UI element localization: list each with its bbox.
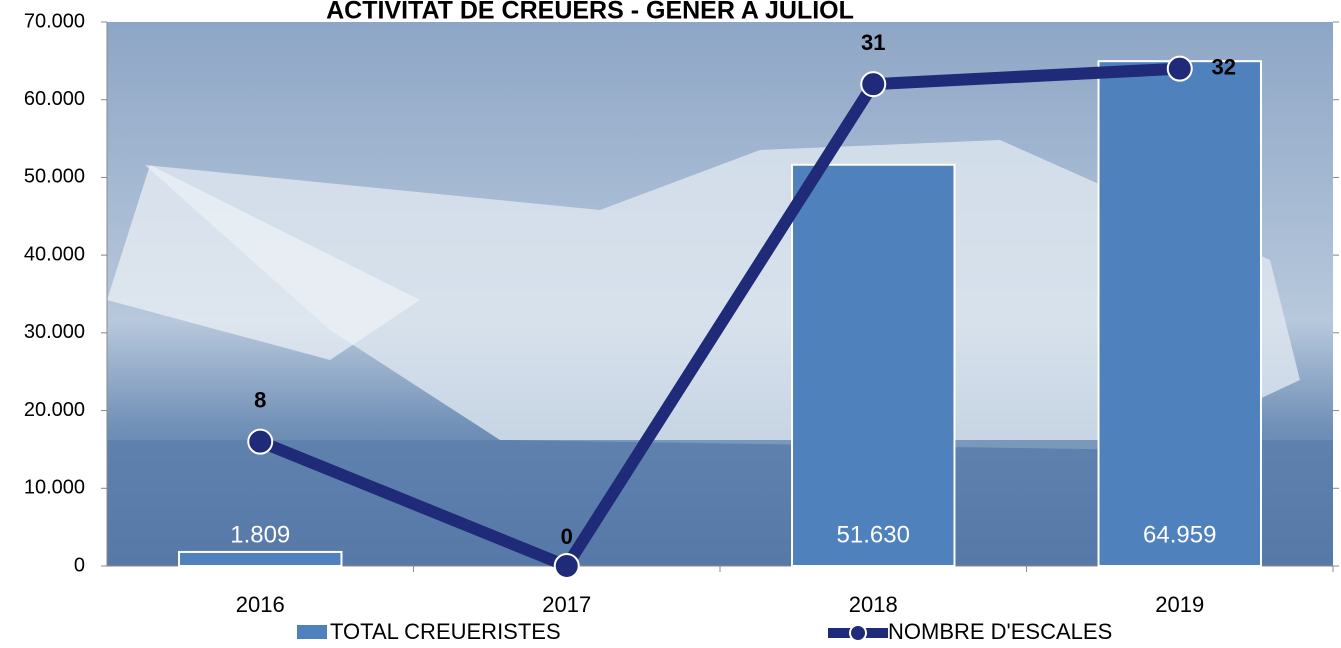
y-tick-label: 20.000 — [24, 399, 85, 421]
chart: ACTIVITAT DE CREUERS - GENER A JULIOL TO… — [0, 0, 1341, 648]
legend-marker — [850, 625, 866, 641]
y-tick-label: 40.000 — [24, 243, 85, 265]
legend-label: TOTAL CREUERISTES — [330, 619, 561, 644]
bar-value-label: 51.630 — [837, 521, 910, 548]
y-tick-label: 50.000 — [24, 166, 85, 188]
bar — [179, 552, 341, 566]
x-tick-label: 2019 — [1155, 592, 1204, 617]
line-marker — [861, 72, 885, 96]
line-marker — [1168, 57, 1192, 81]
bar — [792, 165, 954, 566]
line-marker — [248, 430, 272, 454]
legend: TOTAL CREUERISTES NOMBRE D'ESCALES — [297, 619, 1112, 644]
line-marker — [555, 554, 579, 578]
line-value-label: 31 — [861, 30, 885, 55]
x-tick-label: 2017 — [542, 592, 591, 617]
x-tick-label: 2018 — [849, 592, 898, 617]
bar-value-label: 1.809 — [230, 521, 290, 548]
chart-title: ACTIVITAT DE CREUERS - GENER A JULIOL — [326, 0, 854, 25]
bar — [1099, 61, 1261, 566]
legend-label: NOMBRE D'ESCALES — [888, 619, 1112, 644]
y-tick-label: 70.000 — [24, 10, 85, 32]
line-value-label: 32 — [1212, 54, 1236, 79]
y-tick-label: 0 — [74, 554, 85, 576]
y-tick-label: 10.000 — [24, 477, 85, 499]
y-tick-label: 60.000 — [24, 88, 85, 110]
x-tick-label: 2016 — [236, 592, 285, 617]
line-value-label: 0 — [561, 524, 573, 549]
line-value-label: 8 — [254, 387, 266, 412]
y-tick-label: 30.000 — [24, 321, 85, 343]
page: {"chart_data": {"type": "bar-line", "tit… — [0, 0, 1341, 648]
legend-swatch — [297, 625, 327, 639]
bar-value-label: 64.959 — [1143, 521, 1216, 548]
